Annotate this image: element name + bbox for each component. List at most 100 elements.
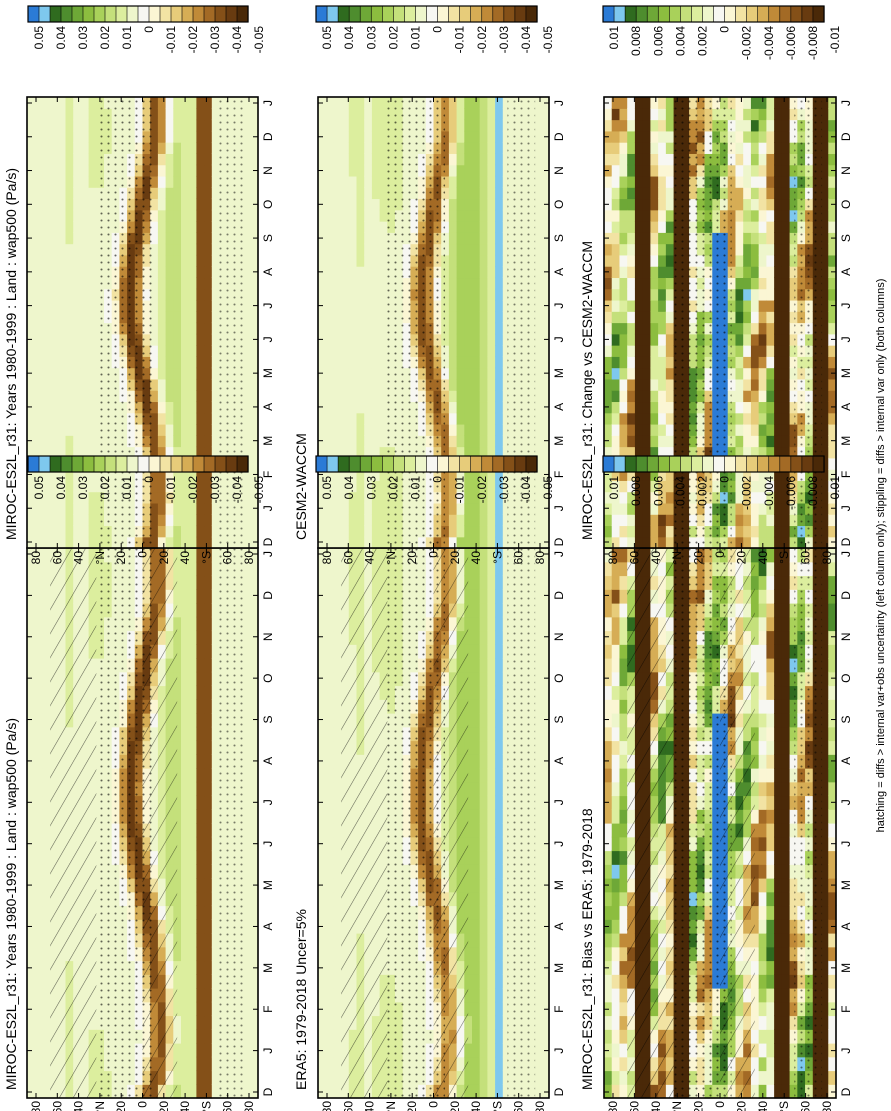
field-cell bbox=[157, 356, 167, 369]
lat-tick-label: 20 bbox=[157, 1101, 171, 1111]
field-cell bbox=[34, 974, 43, 989]
field-cell bbox=[181, 1001, 190, 1017]
field-cell bbox=[448, 423, 458, 436]
field-cell bbox=[379, 119, 388, 132]
field-cell bbox=[371, 142, 381, 154]
field-cell bbox=[80, 221, 90, 233]
field-cell bbox=[479, 119, 488, 132]
field-cell bbox=[464, 423, 473, 436]
field-cell bbox=[364, 525, 373, 538]
field-cell bbox=[42, 671, 51, 687]
field-cell bbox=[479, 809, 488, 824]
field-cell bbox=[250, 1084, 259, 1099]
field-cell bbox=[173, 795, 182, 810]
field-cell bbox=[204, 864, 213, 879]
field-cell bbox=[318, 1015, 327, 1030]
field-cell bbox=[42, 548, 51, 563]
field-cell bbox=[325, 1015, 334, 1030]
field-cell bbox=[57, 221, 67, 233]
field-cell bbox=[88, 175, 97, 188]
field-cell bbox=[341, 311, 350, 324]
field-cell bbox=[479, 356, 488, 369]
field-cell bbox=[479, 266, 488, 279]
field-cell bbox=[188, 933, 197, 948]
field-cell bbox=[333, 108, 342, 121]
field-cell bbox=[341, 221, 350, 233]
field-cell bbox=[364, 311, 373, 324]
field-cell bbox=[80, 288, 90, 301]
field-cell bbox=[34, 850, 43, 865]
field-cell bbox=[333, 740, 342, 755]
field-cell bbox=[88, 254, 97, 267]
field-cell bbox=[379, 333, 388, 346]
field-cell bbox=[479, 781, 488, 797]
field-cell bbox=[181, 446, 190, 459]
field-cell bbox=[318, 1029, 327, 1044]
field-cell bbox=[181, 795, 190, 810]
field-cell bbox=[173, 108, 182, 121]
field-cell bbox=[204, 1084, 213, 1099]
field-cell bbox=[495, 630, 504, 645]
field-cell bbox=[211, 187, 221, 200]
field-cell bbox=[250, 630, 259, 645]
field-cell bbox=[157, 378, 167, 391]
field-cell bbox=[318, 726, 327, 742]
field-cell bbox=[204, 435, 213, 448]
field-cell bbox=[27, 644, 36, 659]
field-cell bbox=[188, 491, 197, 504]
lat-tick-label: 80 bbox=[29, 551, 43, 565]
field-cell bbox=[211, 836, 221, 852]
field-cell bbox=[42, 266, 51, 279]
field-cell bbox=[333, 502, 342, 515]
field-cell bbox=[495, 905, 504, 920]
field-cell bbox=[479, 209, 488, 222]
month-tick-label: J bbox=[261, 841, 275, 847]
field-cell bbox=[73, 108, 82, 121]
field-cell bbox=[188, 390, 197, 403]
hatching-overlay bbox=[433, 548, 469, 1098]
field-cell bbox=[333, 864, 342, 879]
field-cell bbox=[80, 367, 90, 380]
field-cell bbox=[479, 1056, 488, 1072]
field-cell bbox=[472, 809, 481, 824]
field-cell bbox=[181, 575, 190, 590]
field-cell bbox=[57, 311, 67, 324]
field-cell bbox=[479, 232, 488, 245]
field-cell bbox=[173, 891, 182, 907]
field-cell bbox=[181, 699, 190, 714]
field-cell bbox=[42, 356, 51, 369]
field-cell bbox=[42, 1029, 51, 1044]
field-cell bbox=[80, 480, 90, 493]
field-cell bbox=[188, 630, 197, 645]
field-cell bbox=[472, 311, 481, 324]
field-cell bbox=[479, 502, 488, 515]
field-cell bbox=[188, 536, 197, 549]
field-cell bbox=[196, 603, 205, 618]
field-cell bbox=[196, 164, 205, 177]
lat-tick-label: 20 bbox=[157, 551, 171, 565]
field-cell bbox=[348, 412, 358, 425]
field-cell bbox=[34, 630, 43, 645]
field-cell bbox=[472, 356, 481, 369]
field-cell bbox=[157, 164, 167, 177]
field-cell bbox=[65, 119, 74, 132]
field-cell bbox=[325, 435, 334, 448]
field-cell bbox=[495, 685, 504, 700]
field-cell bbox=[448, 401, 458, 414]
field-cell bbox=[495, 781, 504, 797]
field-cell bbox=[196, 130, 205, 143]
field-cell bbox=[173, 345, 182, 357]
field-cell bbox=[495, 589, 504, 604]
field-cell bbox=[333, 142, 342, 154]
field-cell bbox=[34, 946, 43, 962]
lat-tick-label: 80 bbox=[242, 551, 256, 565]
field-cell bbox=[364, 345, 373, 357]
field-cell bbox=[42, 130, 51, 143]
field-cell bbox=[379, 536, 388, 549]
lat-tick-label: °N bbox=[93, 1101, 107, 1111]
field-cell bbox=[181, 311, 190, 324]
field-cell bbox=[211, 740, 221, 755]
field-cell bbox=[456, 142, 465, 154]
field-cell bbox=[34, 198, 43, 211]
field-cell bbox=[150, 356, 159, 369]
